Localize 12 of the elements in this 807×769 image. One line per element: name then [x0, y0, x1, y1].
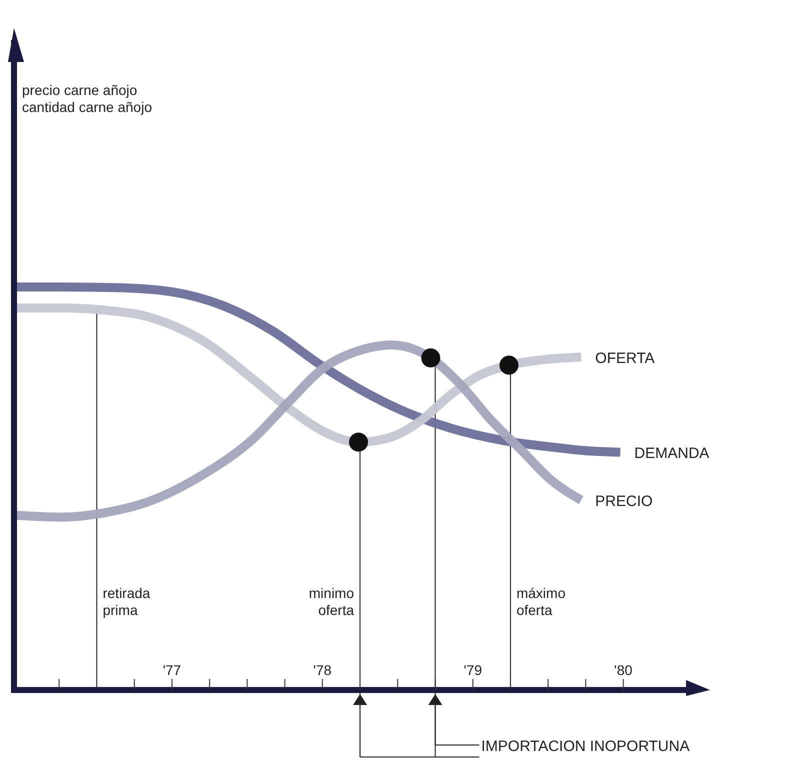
ref-line-label: retirada prima [102, 585, 150, 618]
series-label: PRECIO [595, 493, 653, 510]
series-label: OFERTA [595, 350, 655, 368]
x-tick-label: '79 [464, 662, 482, 678]
text: precio carne añojo cantidad carne añojo [22, 82, 152, 115]
x-tick-label: '80 [614, 662, 633, 678]
ref-line-label: minimo oferta [308, 585, 354, 618]
text: IMPORTACION INOPORTUNA [481, 738, 690, 755]
x-tick-label: '78 [313, 662, 332, 678]
x-tick-label: '77 [162, 662, 182, 678]
series-label: DEMANDA [634, 445, 710, 462]
ref-line-label: máximo oferta [516, 585, 566, 618]
